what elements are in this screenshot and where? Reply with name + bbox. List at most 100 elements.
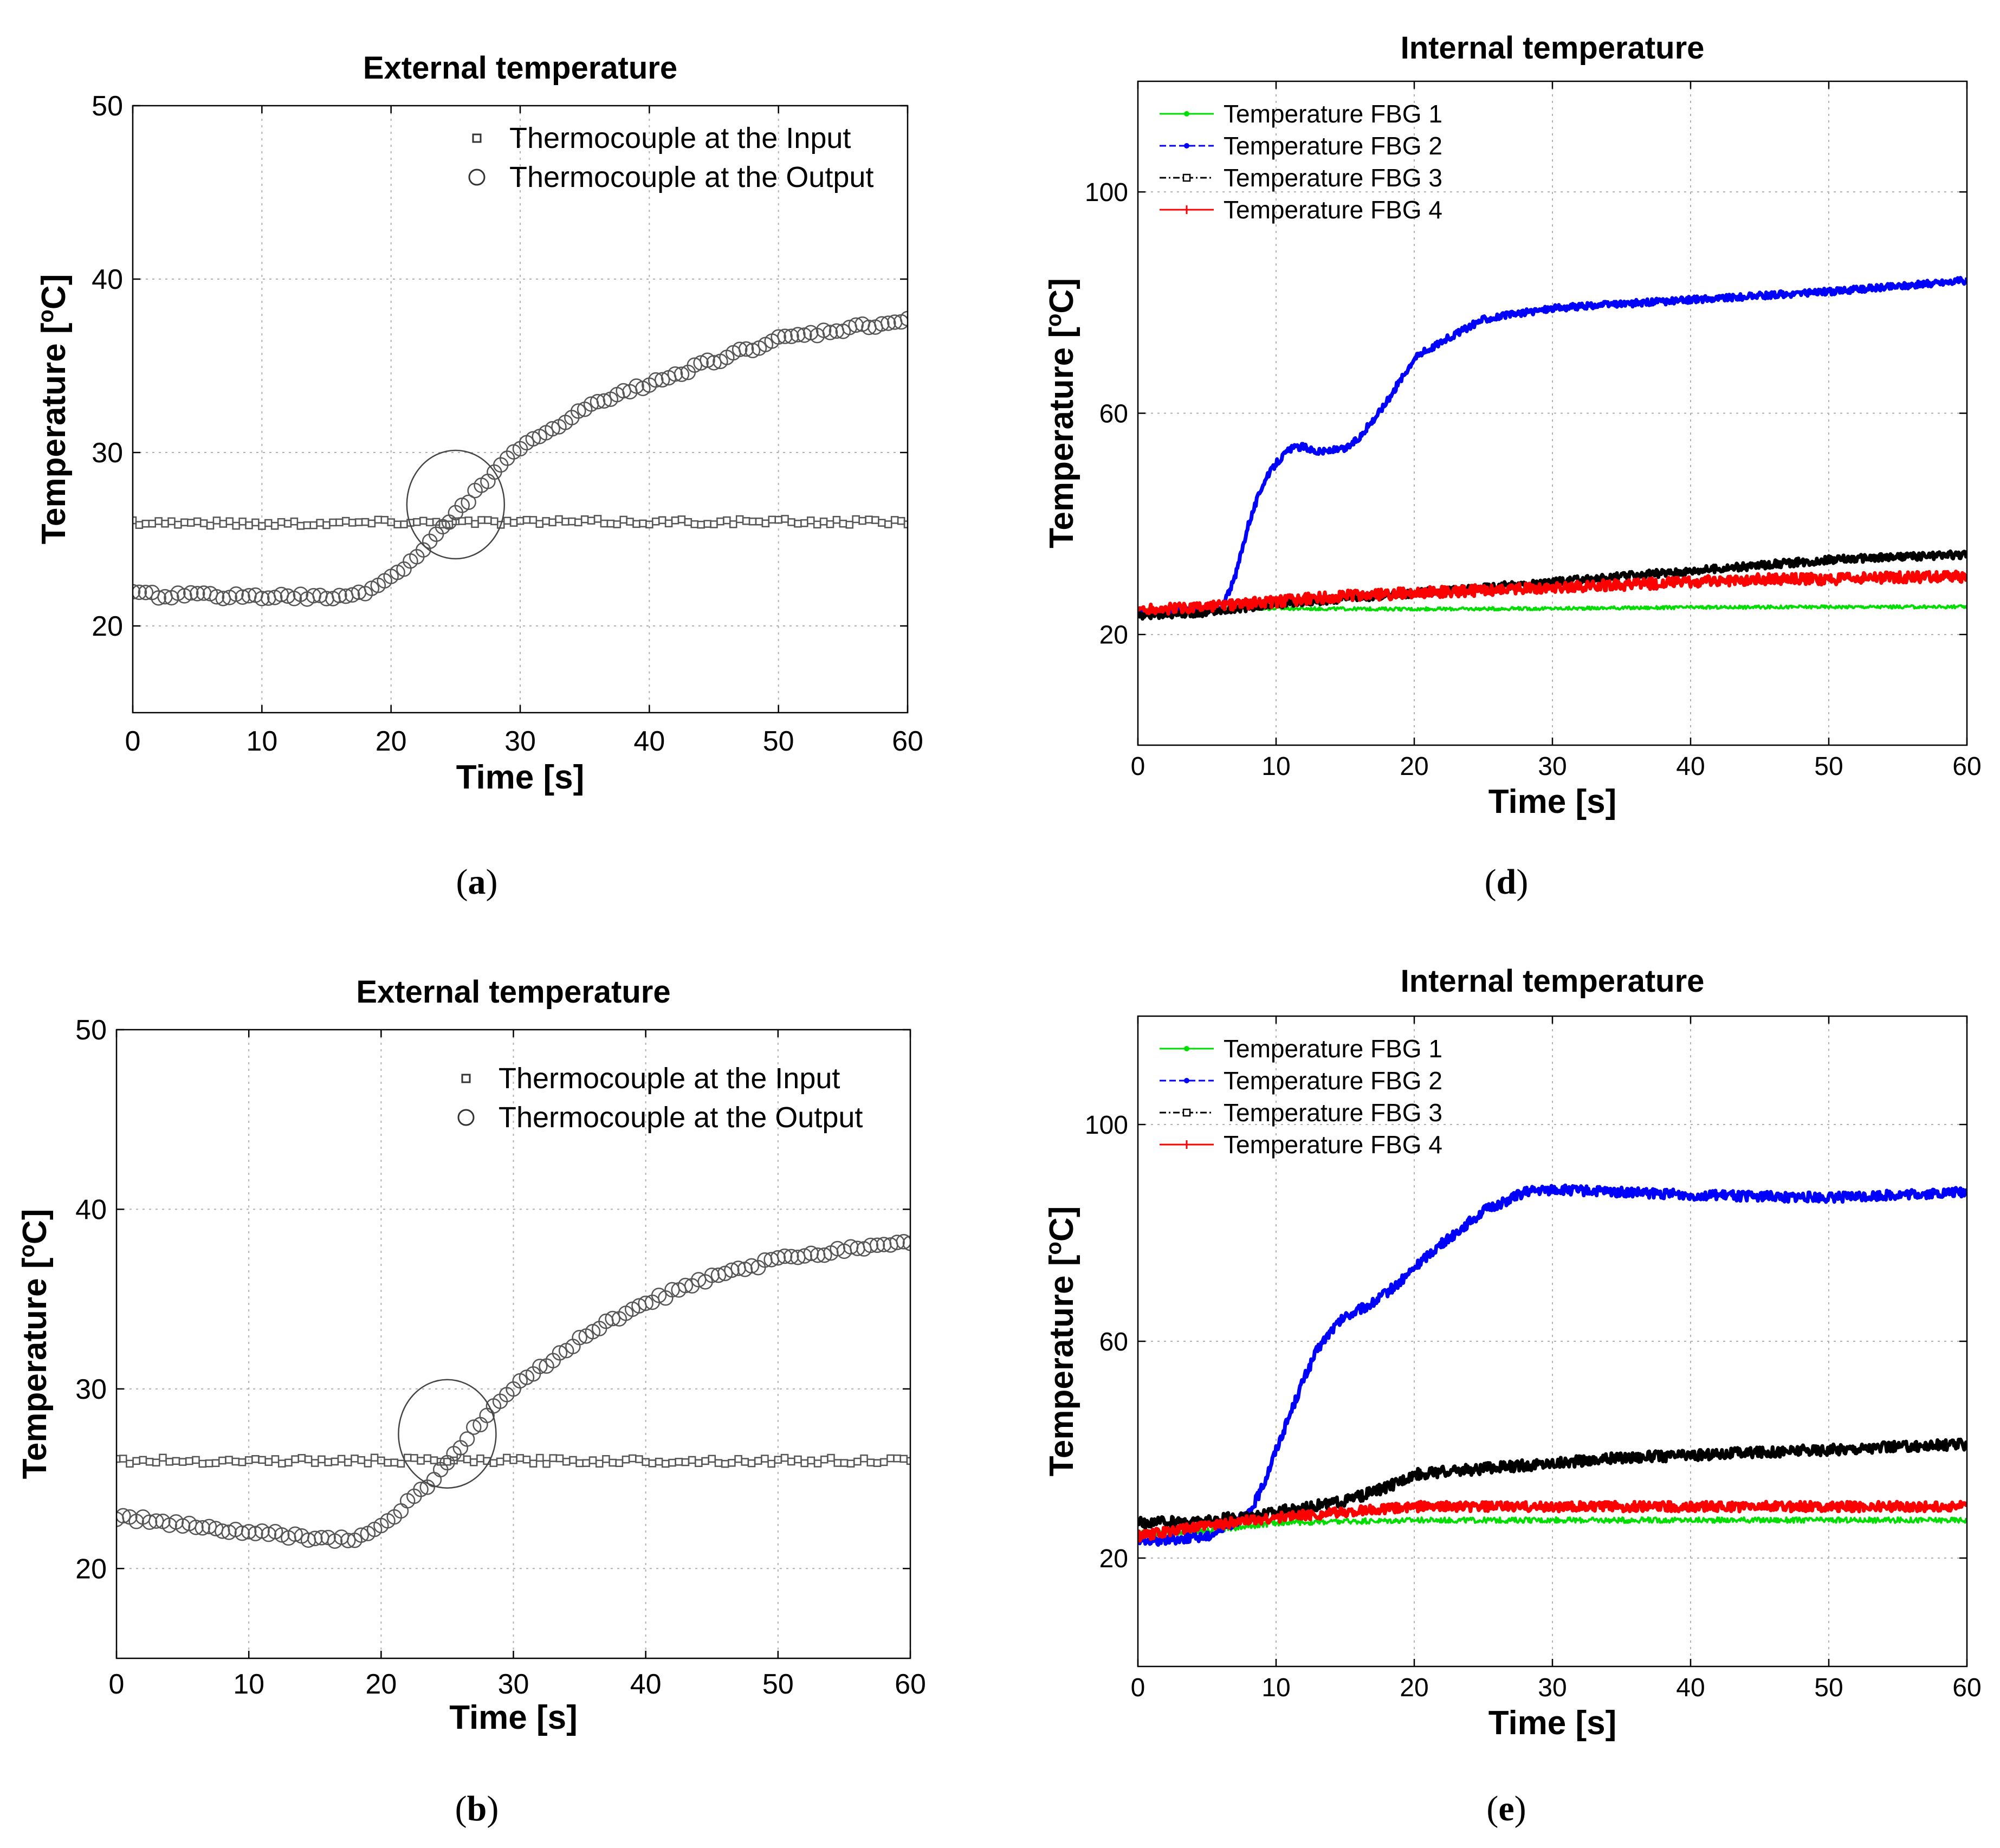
y-label-sup: o: [1042, 1242, 1066, 1255]
series-output: [116, 1234, 910, 1549]
y-label-main: Temperature [: [1043, 327, 1080, 548]
output-point: [340, 1533, 356, 1548]
legend-label: Temperature FBG 2: [1224, 1067, 1442, 1095]
output-point: [235, 589, 250, 605]
output-point: [822, 325, 838, 340]
output-point: [889, 1235, 905, 1250]
panel-a: 0 10 20 30 40 50 60 20 30 40 50 External temperatur…: [0, 0, 975, 835]
x-tick-label: 20: [1400, 752, 1428, 781]
y-tick-label: 50: [92, 91, 123, 122]
y-axis-label: Temperature [oC]: [1042, 1206, 1080, 1477]
y-axis-label: Temperature [oC]: [1042, 278, 1080, 548]
output-point: [710, 1267, 727, 1283]
caption-b: (b): [455, 1789, 499, 1828]
plot-area: [133, 106, 908, 713]
series-group: [1138, 1183, 1967, 1547]
output-point: [896, 1234, 910, 1250]
x-tick-label: 0: [1131, 1673, 1145, 1702]
input-point: [232, 521, 240, 530]
crossing-ellipse: [398, 1379, 497, 1489]
output-point: [174, 1518, 191, 1534]
output-point: [545, 421, 560, 437]
output-point: [280, 588, 296, 604]
series-fbg-2: [1138, 1183, 1967, 1547]
output-point: [638, 1295, 653, 1311]
output-point: [221, 1524, 237, 1540]
output-point: [183, 585, 199, 601]
output-point: [133, 584, 141, 600]
y-tick-label: 20: [1099, 1545, 1128, 1573]
y-tick-label: 60: [1099, 1328, 1128, 1356]
output-point: [459, 1431, 475, 1447]
output-point: [674, 366, 690, 382]
series-input: [116, 1453, 910, 1468]
y-label-sup: o: [1042, 314, 1066, 327]
legend-label: Thermocouple at the Output: [509, 161, 873, 193]
input-point: [397, 1459, 405, 1468]
legend-label: Thermocouple at the Output: [499, 1101, 863, 1134]
x-axis-label: Time [s]: [449, 1699, 578, 1736]
input-point: [542, 1459, 551, 1468]
x-tick-label: 10: [233, 1669, 264, 1700]
legend: Thermocouple at the Input Thermocouple at…: [468, 122, 873, 193]
legend-label: Temperature FBG 2: [1224, 132, 1442, 160]
output-point: [590, 393, 606, 410]
output-point: [248, 1526, 263, 1542]
output-point: [677, 1277, 694, 1294]
output-point: [693, 355, 709, 371]
legend-label: Temperature FBG 1: [1224, 1035, 1442, 1063]
x-tick-label: 20: [365, 1669, 397, 1700]
x-tick-label: 40: [1676, 1673, 1705, 1702]
y-axis-label: Temperature [oC]: [34, 274, 73, 545]
series-fbg-4: [1138, 570, 1967, 616]
output-point: [790, 327, 806, 343]
output-point: [170, 585, 186, 601]
input-point: [826, 520, 834, 528]
input-point: [723, 516, 731, 525]
output-point: [332, 587, 347, 604]
x-tick-label: 30: [504, 726, 536, 757]
y-label-end: C]: [35, 274, 73, 309]
input-point: [522, 1455, 531, 1464]
input-point: [364, 1459, 372, 1468]
output-point: [571, 403, 586, 419]
x-tick-label: 50: [1814, 1673, 1843, 1702]
input-point: [593, 515, 602, 523]
output-point: [274, 1527, 290, 1543]
chart-title: External temperature: [356, 974, 670, 1010]
output-point: [195, 1520, 210, 1536]
legend-marker: [1182, 173, 1191, 182]
output-point: [353, 1527, 369, 1543]
legend-marker: [1184, 111, 1189, 117]
chart-title: Internal temperature: [1401, 30, 1705, 66]
series-group: [1138, 276, 1967, 621]
output-point: [902, 1236, 910, 1251]
output-point: [133, 584, 147, 600]
output-point: [525, 431, 541, 447]
x-tick-label: 30: [1538, 752, 1567, 781]
y-label-end: C]: [1043, 1206, 1080, 1242]
output-point: [141, 1514, 158, 1530]
series-fbg-4: [1138, 1500, 1967, 1543]
x-axis-label: Time [s]: [1488, 783, 1617, 820]
output-point: [881, 315, 896, 331]
input-point: [133, 516, 137, 525]
legend-marker-square: [461, 1074, 471, 1083]
output-point: [261, 1526, 277, 1542]
x-tick-label: 40: [1676, 752, 1705, 781]
y-tick-label: 20: [1099, 621, 1128, 650]
output-point: [138, 585, 154, 600]
x-tick-label: 20: [376, 726, 407, 757]
y-tick-label: 60: [1099, 399, 1128, 428]
legend-marker: [1182, 1108, 1191, 1117]
legend-label: Temperature FBG 3: [1224, 1099, 1442, 1127]
legend-marker: [1184, 143, 1189, 148]
output-point: [777, 328, 793, 344]
output-point: [413, 1482, 429, 1497]
y-label-end: C]: [16, 1209, 54, 1244]
output-point: [209, 589, 225, 605]
output-point: [116, 1508, 131, 1524]
output-point: [151, 590, 166, 606]
output-point: [724, 1262, 740, 1278]
